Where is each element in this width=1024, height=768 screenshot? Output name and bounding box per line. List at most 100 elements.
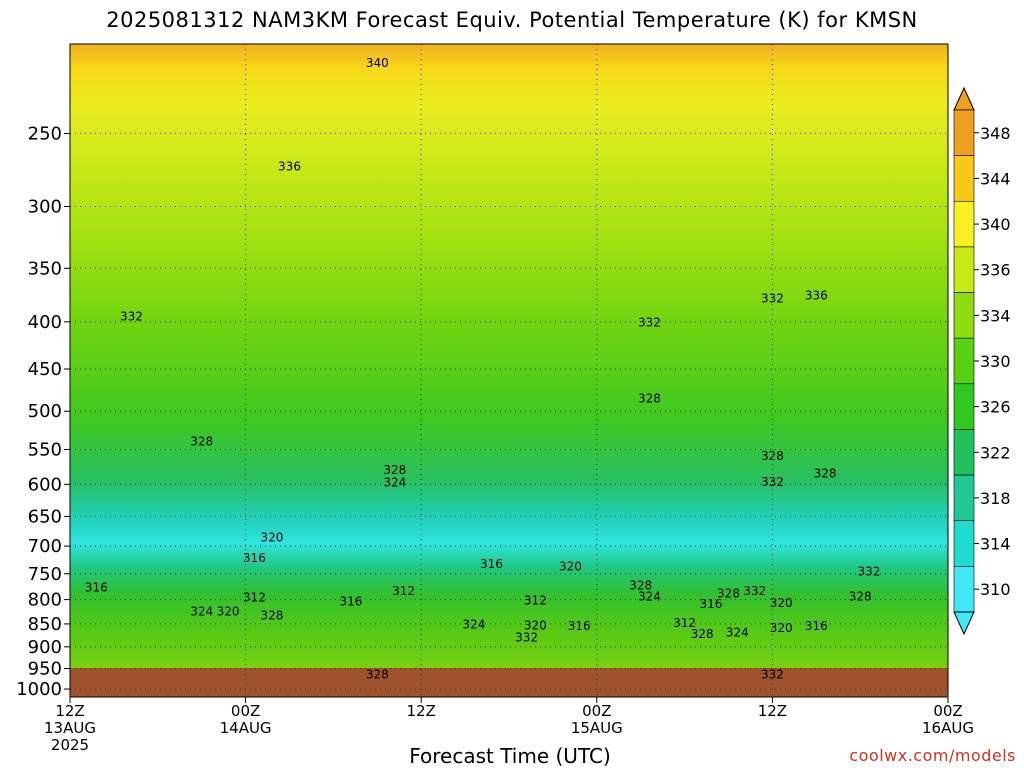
x-axis-label: Forecast Time (UTC) xyxy=(409,744,611,768)
contour-label: 332 xyxy=(761,475,784,489)
contour-label: 324 xyxy=(638,590,661,604)
contour-label: 316 xyxy=(699,597,722,611)
colorbar-label: 310 xyxy=(980,580,1011,599)
x-tick-label: 16AUG xyxy=(922,719,974,737)
contour-label: 328 xyxy=(814,467,837,481)
contour-label: 332 xyxy=(638,315,661,329)
y-tick-label: 400 xyxy=(28,312,62,333)
colorbar-segment xyxy=(953,383,975,430)
contour-label: 328 xyxy=(190,435,213,449)
contour-label: 320 xyxy=(260,531,283,545)
contour-label: 328 xyxy=(761,449,784,463)
colorbar-segment xyxy=(953,429,975,476)
x-tick-label: 15AUG xyxy=(571,719,623,737)
contour-label: 332 xyxy=(515,630,538,644)
contour-label: 316 xyxy=(805,619,828,633)
x-tick-label: 12Z xyxy=(407,702,436,720)
y-tick-label: 750 xyxy=(28,564,62,585)
colorbar-label: 344 xyxy=(980,169,1011,188)
contour-label: 316 xyxy=(568,619,591,633)
y-tick-label: 500 xyxy=(28,401,62,422)
contour-label: 316 xyxy=(243,551,266,565)
y-tick-label: 850 xyxy=(28,614,62,635)
contour-label: 336 xyxy=(805,288,828,302)
chart-title: 2025081312 NAM3KM Forecast Equiv. Potent… xyxy=(106,8,918,32)
contour-label: 316 xyxy=(480,557,503,571)
colorbar-label: 348 xyxy=(980,124,1011,143)
contour-label: 328 xyxy=(366,667,389,681)
y-tick-label: 300 xyxy=(28,197,62,218)
theta-e-field xyxy=(70,44,948,668)
contour-label: 332 xyxy=(858,565,881,579)
y-tick-label: 800 xyxy=(28,590,62,611)
contour-label: 320 xyxy=(217,604,240,618)
y-tick-label: 700 xyxy=(28,536,62,557)
x-tick-label: 00Z xyxy=(582,702,611,720)
contour-label: 336 xyxy=(278,160,301,174)
contour-label: 332 xyxy=(761,292,784,306)
y-tick-label: 600 xyxy=(28,474,62,495)
colorbar-segment xyxy=(953,566,975,613)
contour-label: 328 xyxy=(383,463,406,477)
colorbar-segment xyxy=(953,246,975,293)
y-tick-label: 900 xyxy=(28,637,62,658)
contour-label: 324 xyxy=(462,617,485,631)
colorbar-segment xyxy=(953,200,975,248)
contour-label: 328 xyxy=(638,392,661,406)
colorbar-label: 314 xyxy=(980,535,1011,554)
colorbar-segment xyxy=(953,520,975,567)
contour-label: 324 xyxy=(190,604,213,618)
credit-link[interactable]: coolwx.com/models xyxy=(849,746,1016,765)
contour-label: 312 xyxy=(673,616,696,630)
contour-label: 316 xyxy=(340,595,363,609)
colorbar-segment xyxy=(953,474,975,522)
plot-frame xyxy=(69,43,949,698)
colorbar-label: 322 xyxy=(980,443,1011,462)
contour-label: 320 xyxy=(770,621,793,635)
y-tick-label: 550 xyxy=(28,439,62,460)
contour-label: 312 xyxy=(392,584,415,598)
colorbar-label: 336 xyxy=(980,261,1011,280)
contour-label: 320 xyxy=(559,559,582,573)
colorbar-segment xyxy=(953,109,975,156)
contour-label: 332 xyxy=(761,667,784,681)
x-tick-label: 12Z xyxy=(55,702,84,720)
contour-label: 316 xyxy=(85,580,108,594)
contour-label: 312 xyxy=(524,594,547,608)
colorbar-segment xyxy=(953,292,975,339)
contour-label: 328 xyxy=(691,627,714,641)
y-tick-label: 350 xyxy=(28,258,62,279)
x-tick-label: 12Z xyxy=(758,702,787,720)
y-tick-label: 450 xyxy=(28,359,62,380)
contour-label: 328 xyxy=(260,608,283,622)
x-tick-label: 00Z xyxy=(231,702,260,720)
colorbar-label: 340 xyxy=(980,215,1011,234)
colorbar-label: 330 xyxy=(980,352,1011,371)
contour-label: 332 xyxy=(120,309,143,323)
x-tick-label: 00Z xyxy=(933,702,962,720)
y-tick-label: 650 xyxy=(28,506,62,527)
contour-label: 312 xyxy=(243,591,266,605)
contour-label: 340 xyxy=(366,56,389,70)
contour-label: 328 xyxy=(629,578,652,592)
colorbar-label: 326 xyxy=(980,398,1011,417)
y-tick-label: 950 xyxy=(28,659,62,680)
colorbar-segment xyxy=(953,155,975,202)
contour-label: 320 xyxy=(524,618,547,632)
colorbar-bottom-arrow xyxy=(953,611,975,636)
contour-label: 320 xyxy=(770,596,793,610)
ground-shading xyxy=(70,668,948,697)
colorbar-segment xyxy=(953,337,975,385)
contour-label: 324 xyxy=(726,626,749,640)
colorbar-top-arrow xyxy=(953,86,975,111)
contour-label: 324 xyxy=(383,475,406,489)
contour-label: 332 xyxy=(743,584,766,598)
contour-label: 328 xyxy=(849,590,872,604)
y-tick-label: 1000 xyxy=(16,679,62,700)
x-tick-label: 14AUG xyxy=(220,719,272,737)
contour-label: 328 xyxy=(717,587,740,601)
colorbar-label: 334 xyxy=(980,306,1011,325)
x-tick-label: 13AUG xyxy=(44,719,96,737)
y-tick-label: 250 xyxy=(28,123,62,144)
